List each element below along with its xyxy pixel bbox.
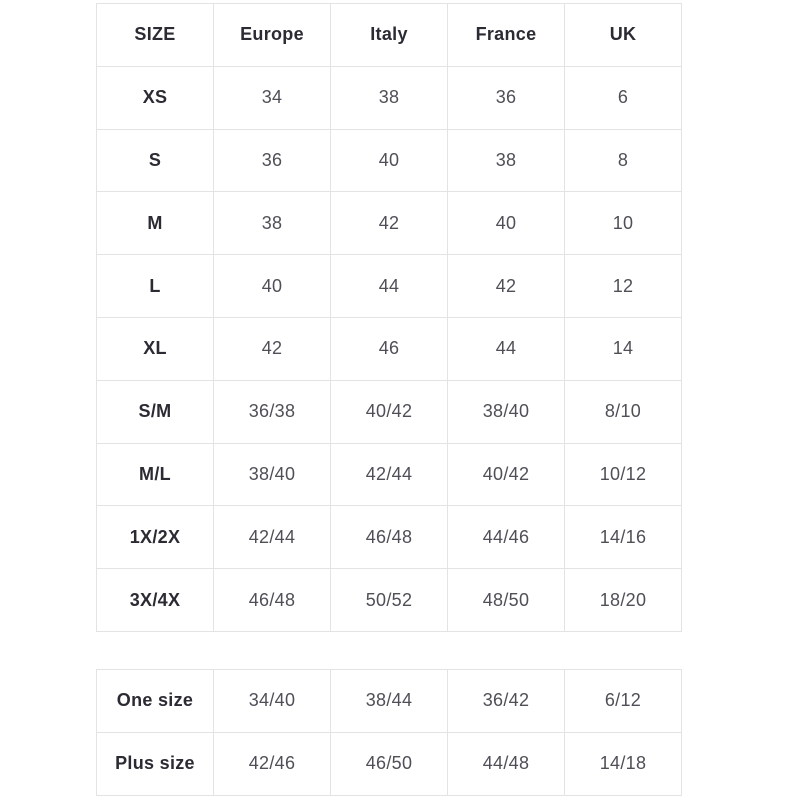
size-value-uk: 12: [564, 254, 682, 318]
size-label: M: [96, 191, 214, 256]
size-label: One size: [96, 668, 214, 733]
size-label: Plus size: [96, 731, 214, 796]
size-value-france: 40/42: [447, 442, 565, 507]
size-value-france: 42: [447, 254, 565, 318]
size-value-uk: 10: [564, 191, 682, 256]
size-value-uk: 10/12: [564, 442, 682, 507]
size-value-italy: 46/48: [330, 505, 448, 570]
size-value-italy: 40/42: [330, 379, 448, 444]
size-label: S: [96, 128, 214, 193]
size-value-italy: 50/52: [330, 568, 448, 632]
size-label: 1X/2X: [96, 505, 214, 570]
size-conversion-page: SIZE Europe Italy France UK XS 34 38 36 …: [96, 3, 682, 796]
size-value-france: 44: [447, 316, 565, 381]
size-value-europe: 42/44: [213, 505, 331, 570]
size-value-uk: 6/12: [564, 668, 682, 733]
size-value-europe: 42/46: [213, 731, 331, 796]
table-row: S/M 36/38 40/42 38/40 8/10: [96, 379, 682, 444]
size-value-france: 40: [447, 191, 565, 256]
size-label: M/L: [96, 442, 214, 507]
size-value-uk: 14/18: [564, 731, 682, 796]
size-label: XS: [96, 65, 214, 130]
table-row: One size 34/40 38/44 36/42 6/12: [96, 668, 682, 733]
size-table-secondary: One size 34/40 38/44 36/42 6/12 Plus siz…: [96, 668, 682, 796]
size-value-uk: 14: [564, 316, 682, 381]
size-value-uk: 14/16: [564, 505, 682, 570]
size-value-europe: 40: [213, 254, 331, 318]
header-row: SIZE Europe Italy France UK: [96, 3, 682, 67]
size-table-header: SIZE Europe Italy France UK: [96, 3, 682, 67]
size-value-uk: 18/20: [564, 568, 682, 632]
column-header-uk: UK: [564, 3, 682, 67]
size-value-france: 36/42: [447, 668, 565, 733]
size-value-italy: 42/44: [330, 442, 448, 507]
column-header-size: SIZE: [96, 3, 214, 67]
size-value-europe: 36/38: [213, 379, 331, 444]
column-header-europe: Europe: [213, 3, 331, 67]
table-gap: [96, 632, 682, 669]
size-label: S/M: [96, 379, 214, 444]
size-value-italy: 42: [330, 191, 448, 256]
size-value-europe: 38/40: [213, 442, 331, 507]
size-label: XL: [96, 316, 214, 381]
size-value-france: 36: [447, 65, 565, 130]
size-value-uk: 8: [564, 128, 682, 193]
table-row: Plus size 42/46 46/50 44/48 14/18: [96, 731, 682, 796]
size-value-europe: 38: [213, 191, 331, 256]
size-value-europe: 34/40: [213, 668, 331, 733]
size-value-italy: 46: [330, 316, 448, 381]
size-value-france: 38: [447, 128, 565, 193]
table-row: 1X/2X 42/44 46/48 44/46 14/16: [96, 505, 682, 570]
size-value-europe: 36: [213, 128, 331, 193]
table-row: XS 34 38 36 6: [96, 65, 682, 130]
table-row: M 38 42 40 10: [96, 191, 682, 256]
size-value-europe: 34: [213, 65, 331, 130]
size-value-europe: 46/48: [213, 568, 331, 632]
size-value-italy: 40: [330, 128, 448, 193]
size-value-france: 38/40: [447, 379, 565, 444]
size-value-italy: 46/50: [330, 731, 448, 796]
table-row: L 40 44 42 12: [96, 254, 682, 318]
table-row: S 36 40 38 8: [96, 128, 682, 193]
size-value-france: 48/50: [447, 568, 565, 632]
size-value-france: 44/46: [447, 505, 565, 570]
size-label: 3X/4X: [96, 568, 214, 632]
table-row: XL 42 46 44 14: [96, 316, 682, 381]
table-row: 3X/4X 46/48 50/52 48/50 18/20: [96, 568, 682, 632]
column-header-italy: Italy: [330, 3, 448, 67]
table-row: M/L 38/40 42/44 40/42 10/12: [96, 442, 682, 507]
size-table-primary: SIZE Europe Italy France UK XS 34 38 36 …: [96, 3, 682, 632]
size-value-uk: 8/10: [564, 379, 682, 444]
size-value-france: 44/48: [447, 731, 565, 796]
size-value-uk: 6: [564, 65, 682, 130]
size-value-italy: 38: [330, 65, 448, 130]
column-header-france: France: [447, 3, 565, 67]
size-value-europe: 42: [213, 316, 331, 381]
size-value-italy: 38/44: [330, 668, 448, 733]
size-value-italy: 44: [330, 254, 448, 318]
size-label: L: [96, 254, 214, 318]
